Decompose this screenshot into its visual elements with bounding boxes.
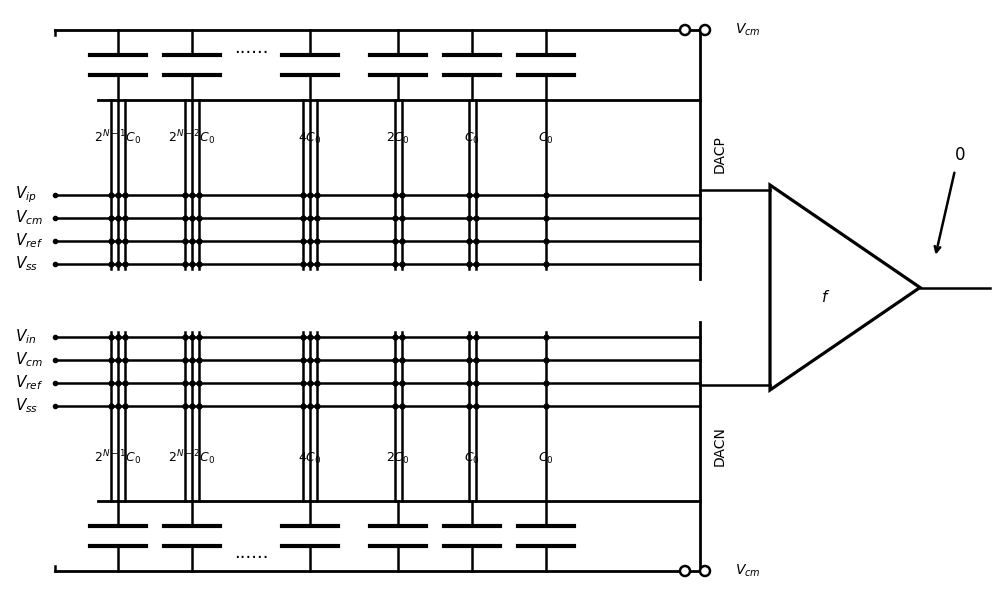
Text: $C_0$: $C_0$ [538, 130, 554, 145]
Text: DACN: DACN [713, 427, 727, 466]
Text: $2^{N-1}C_0$: $2^{N-1}C_0$ [94, 449, 142, 468]
Text: $V_{ref}$: $V_{ref}$ [15, 374, 43, 392]
Text: $C_0$: $C_0$ [538, 451, 554, 466]
Text: $V_{cm}$: $V_{cm}$ [735, 22, 761, 38]
Text: 0: 0 [955, 146, 965, 164]
Text: $4C_0$: $4C_0$ [298, 130, 322, 145]
Text: $C_0$: $C_0$ [464, 451, 480, 466]
Text: $V_{ref}$: $V_{ref}$ [15, 231, 43, 251]
Text: $2^{N-2}C_0$: $2^{N-2}C_0$ [168, 129, 216, 147]
Circle shape [680, 25, 690, 35]
Text: $V_{cm}$: $V_{cm}$ [735, 563, 761, 579]
Circle shape [680, 566, 690, 576]
Text: $V_{ss}$: $V_{ss}$ [15, 255, 38, 273]
Text: $2C_0$: $2C_0$ [386, 451, 410, 466]
Text: $4C_0$: $4C_0$ [298, 451, 322, 466]
Text: $V_{in}$: $V_{in}$ [15, 328, 36, 346]
Text: $V_{cm}$: $V_{cm}$ [15, 350, 43, 370]
Text: DACP: DACP [713, 136, 727, 174]
Text: $2^{N-2}C_0$: $2^{N-2}C_0$ [168, 449, 216, 468]
Text: $V_{cm}$: $V_{cm}$ [15, 209, 43, 227]
Text: $2C_0$: $2C_0$ [386, 130, 410, 145]
Circle shape [700, 566, 710, 576]
Text: f: f [822, 290, 828, 305]
Circle shape [700, 25, 710, 35]
Text: $2^{N-1}C_0$: $2^{N-1}C_0$ [94, 129, 142, 147]
Text: ......: ...... [234, 39, 268, 57]
Text: ......: ...... [234, 544, 268, 562]
Text: $V_{ss}$: $V_{ss}$ [15, 397, 38, 415]
Text: $C_0$: $C_0$ [464, 130, 480, 145]
Text: $V_{ip}$: $V_{ip}$ [15, 185, 37, 206]
